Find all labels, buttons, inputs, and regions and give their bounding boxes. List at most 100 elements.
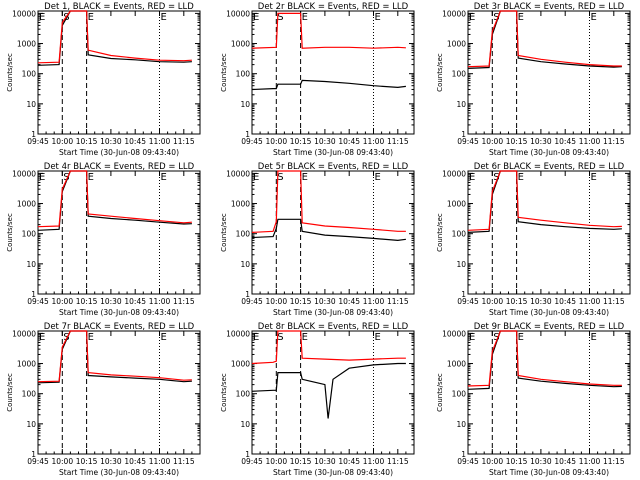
panel-title: Det 9r BLACK = Events, RED = LLD — [474, 322, 625, 332]
x-axis-label: Start Time (30-Jun-08 09:43:40) — [59, 308, 179, 317]
event-marker-label: E — [253, 332, 259, 343]
detector-panel-1: Det 1, BLACK = Events, RED = LLD 1 10 100 10… — [6, 2, 201, 157]
x-tick-label: 10:45 — [124, 137, 146, 146]
event-marker-label: E — [469, 12, 475, 23]
events-rate-line — [251, 218, 406, 242]
x-tick-label: 11:00 — [149, 457, 171, 466]
y-tick-label: 1 — [31, 290, 36, 299]
x-tick-label: 11:15 — [603, 457, 625, 466]
y-tick-label: 100 — [236, 390, 251, 399]
y-axis-label: Counts/sec — [220, 373, 228, 412]
event-marker-label: E — [39, 332, 45, 343]
y-tick-label: 1 — [31, 450, 36, 459]
event-marker-label: E — [161, 12, 167, 23]
x-tick-label: 09:45 — [27, 457, 49, 466]
x-tick-label: 09:45 — [457, 457, 479, 466]
detector-panel-8: Det 8r BLACK = Events, RED = LLD 1 10 100 10… — [220, 322, 415, 477]
x-tick-label: 10:30 — [100, 457, 122, 466]
x-tick-label: 10:15 — [290, 297, 312, 306]
y-tick-label: 1000 — [447, 200, 466, 209]
x-tick-label: 11:15 — [603, 137, 625, 146]
y-tick-label: 1 — [245, 290, 250, 299]
y-axis-label: Counts/sec — [436, 53, 444, 92]
event-marker-label: E — [39, 172, 45, 183]
y-tick-label: 100 — [452, 230, 467, 239]
y-tick-label: 1000 — [17, 360, 36, 369]
x-tick-label: 11:00 — [579, 457, 601, 466]
y-tick-label: 1 — [461, 450, 466, 459]
lld-rate-line — [251, 12, 406, 49]
x-axis-label: Start Time (30-Jun-08 09:43:40) — [59, 468, 179, 477]
y-tick-label: 10000 — [226, 9, 250, 18]
x-tick-label: 09:45 — [27, 137, 49, 146]
x-tick-label: 10:15 — [506, 137, 528, 146]
detector-panel-7: Det 7r BLACK = Events, RED = LLD 1 10 100 10… — [6, 322, 201, 477]
x-tick-label: 10:15 — [506, 457, 528, 466]
event-marker-label: E — [375, 172, 381, 183]
event-marker-label: S — [277, 332, 283, 343]
event-marker-label: E — [591, 332, 597, 343]
x-tick-label: 10:15 — [290, 457, 312, 466]
x-tick-label: 10:30 — [530, 137, 552, 146]
x-tick-label: 10:30 — [530, 457, 552, 466]
lld-rate-line — [251, 330, 406, 365]
x-tick-label: 11:15 — [173, 457, 195, 466]
y-tick-label: 10 — [26, 100, 36, 109]
events-rate-line — [251, 362, 406, 419]
x-tick-label: 10:30 — [314, 297, 336, 306]
event-marker-label: E — [591, 12, 597, 23]
detector-panel-9: Det 9r BLACK = Events, RED = LLD 1 10 100 10… — [436, 322, 631, 477]
event-marker-label: E — [253, 12, 259, 23]
x-tick-label: 10:00 — [481, 137, 503, 146]
event-marker-label: E — [88, 172, 94, 183]
lld-rate-line — [467, 330, 622, 387]
x-tick-label: 10:45 — [124, 297, 146, 306]
event-marker-label: E — [518, 172, 524, 183]
y-tick-label: 1 — [245, 450, 250, 459]
x-axis-label: Start Time (30-Jun-08 09:43:40) — [489, 308, 609, 317]
x-tick-label: 11:00 — [579, 137, 601, 146]
y-axis-label: Counts/sec — [6, 53, 14, 92]
y-tick-label: 100 — [236, 70, 251, 79]
panel-title: Det 1, BLACK = Events, RED = LLD — [44, 2, 194, 12]
y-tick-label: 10 — [26, 420, 36, 429]
x-axis-label: Start Time (30-Jun-08 09:43:40) — [273, 468, 393, 477]
x-tick-label: 11:00 — [149, 137, 171, 146]
lld-rate-line — [467, 10, 622, 68]
x-tick-label: 10:30 — [100, 297, 122, 306]
event-marker-label: S — [493, 332, 499, 343]
x-tick-label: 11:15 — [173, 137, 195, 146]
x-tick-label: 10:15 — [76, 137, 98, 146]
events-rate-line — [251, 79, 406, 91]
x-tick-label: 10:15 — [506, 297, 528, 306]
event-marker-label: E — [518, 332, 524, 343]
event-marker-label: E — [88, 332, 94, 343]
y-tick-label: 1 — [461, 290, 466, 299]
x-tick-label: 11:15 — [387, 457, 409, 466]
x-axis-label: Start Time (30-Jun-08 09:43:40) — [489, 148, 609, 157]
event-marker-label: E — [469, 172, 475, 183]
y-tick-label: 10000 — [12, 169, 36, 178]
y-tick-label: 1000 — [447, 360, 466, 369]
x-tick-label: 10:45 — [338, 457, 360, 466]
event-marker-label: E — [302, 12, 308, 23]
y-tick-label: 10000 — [12, 9, 36, 18]
x-tick-label: 10:15 — [76, 297, 98, 306]
x-tick-label: 09:45 — [241, 137, 263, 146]
event-marker-label: S — [277, 12, 283, 23]
y-tick-label: 10 — [26, 260, 36, 269]
y-tick-label: 1000 — [231, 40, 250, 49]
event-marker-label: S — [493, 172, 499, 183]
y-axis-label: Counts/sec — [6, 373, 14, 412]
x-tick-label: 10:00 — [481, 457, 503, 466]
x-tick-label: 09:45 — [241, 457, 263, 466]
y-axis-label: Counts/sec — [436, 373, 444, 412]
panel-title: Det 4r BLACK = Events, RED = LLD — [44, 162, 195, 172]
x-tick-label: 10:00 — [481, 297, 503, 306]
x-tick-label: 09:45 — [27, 297, 49, 306]
x-tick-label: 11:15 — [387, 297, 409, 306]
panel-title: Det 7r BLACK = Events, RED = LLD — [44, 322, 195, 332]
x-axis-label: Start Time (30-Jun-08 09:43:40) — [59, 148, 179, 157]
x-tick-label: 10:45 — [554, 457, 576, 466]
x-tick-label: 10:30 — [530, 297, 552, 306]
